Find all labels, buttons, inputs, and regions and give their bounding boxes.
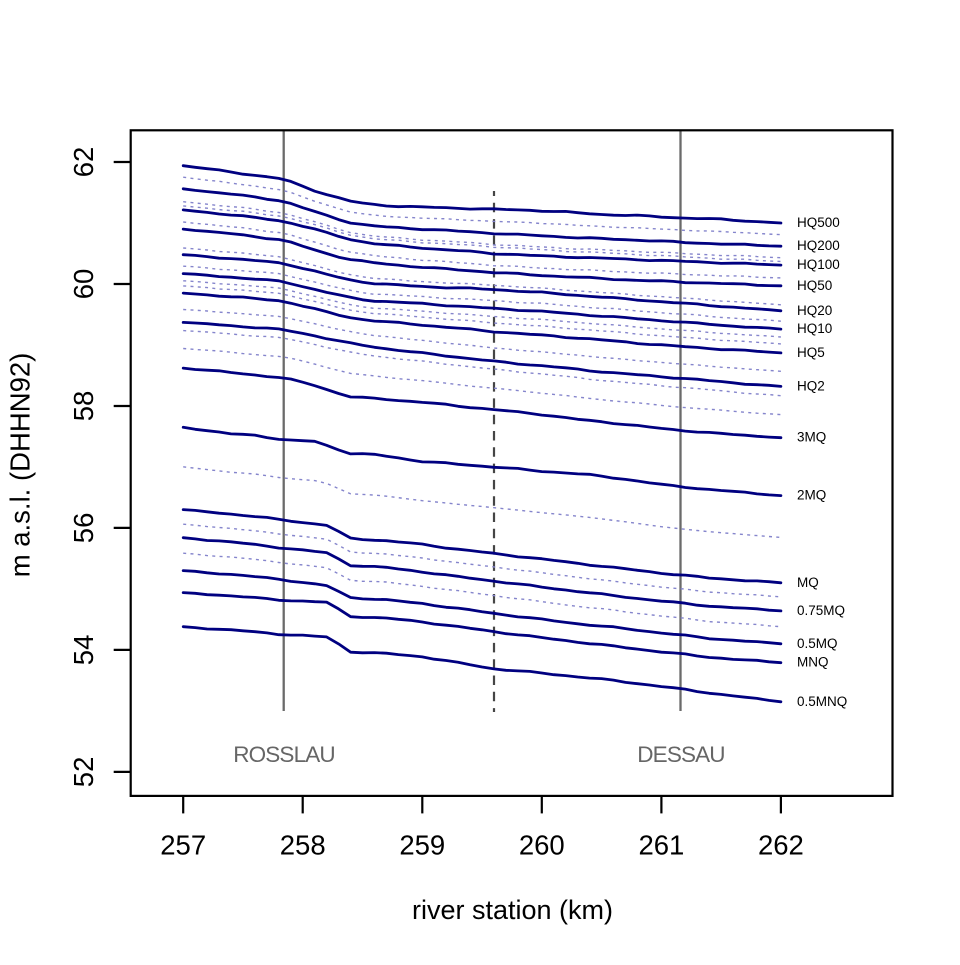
svg-text:HQ20: HQ20 [797,303,832,318]
svg-text:m a.s.l. (DHHN92): m a.s.l. (DHHN92) [4,353,35,578]
svg-text:0.5MNQ: 0.5MNQ [797,694,847,709]
svg-text:HQ2: HQ2 [797,378,825,393]
svg-text:257: 257 [160,829,206,860]
svg-text:258: 258 [280,829,326,860]
svg-text:0.5MQ: 0.5MQ [797,636,838,651]
svg-text:52: 52 [68,757,99,788]
svg-text:3MQ: 3MQ [797,430,826,445]
svg-text:58: 58 [68,391,99,422]
svg-text:261: 261 [638,829,684,860]
svg-text:HQ100: HQ100 [797,257,840,272]
svg-text:62: 62 [68,147,99,178]
svg-text:MNQ: MNQ [797,655,829,670]
svg-text:HQ5: HQ5 [797,345,825,360]
svg-text:DESSAU: DESSAU [637,742,724,767]
svg-text:54: 54 [68,635,99,666]
svg-text:ROSSLAU: ROSSLAU [233,742,335,767]
svg-text:river station (km): river station (km) [412,895,613,925]
svg-text:259: 259 [399,829,445,860]
svg-text:HQ50: HQ50 [797,278,832,293]
svg-text:0.75MQ: 0.75MQ [797,603,845,618]
svg-text:HQ10: HQ10 [797,321,832,336]
svg-text:262: 262 [758,829,804,860]
svg-text:260: 260 [519,829,565,860]
svg-text:60: 60 [68,269,99,300]
svg-text:HQ200: HQ200 [797,238,840,253]
svg-text:56: 56 [68,513,99,544]
svg-text:2MQ: 2MQ [797,488,826,503]
svg-text:MQ: MQ [797,575,819,590]
svg-text:HQ500: HQ500 [797,215,840,230]
